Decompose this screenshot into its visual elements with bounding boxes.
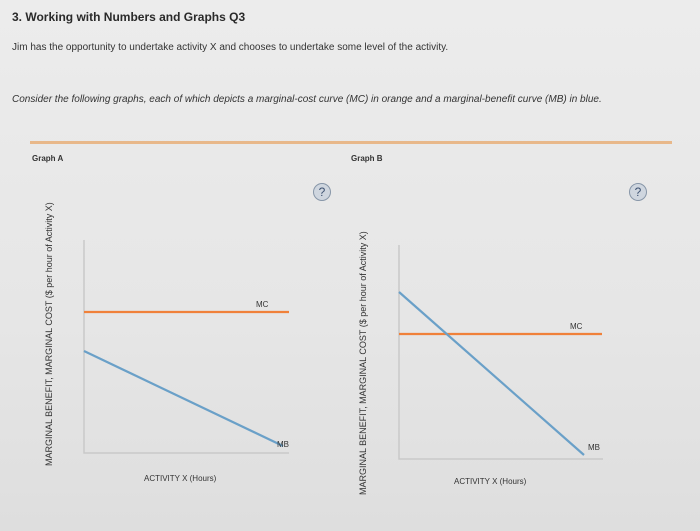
graph-a-mc-label: MC: [256, 300, 269, 309]
question-title: 3. Working with Numbers and Graphs Q3: [12, 10, 246, 24]
graph-a-mb-curve[interactable]: [83, 350, 284, 447]
question-mark-icon: ?: [634, 185, 642, 199]
question-instructions: Consider the following graphs, each of w…: [12, 94, 602, 105]
graph-a-x-axis-label: ACTIVITY X (Hours): [144, 474, 217, 483]
graph-b-mb-curve[interactable]: [398, 291, 585, 456]
graph-b-mc-label: MC: [570, 322, 583, 331]
graph-b-mb-label: MB: [588, 443, 600, 452]
graph-b-axes: [398, 245, 603, 460]
graph-a-mb-label: MB: [277, 440, 289, 449]
section-divider: [30, 141, 672, 144]
graph-a-help-button[interactable]: ?: [313, 183, 331, 201]
graph-b-x-axis-label: ACTIVITY X (Hours): [454, 477, 527, 486]
graph-a-title: Graph A: [32, 154, 64, 163]
graph-b-help-button[interactable]: ?: [629, 183, 647, 201]
graph-b-title: Graph B: [351, 154, 383, 163]
question-mark-icon: ?: [318, 185, 326, 199]
question-intro: Jim has the opportunity to undertake act…: [12, 42, 449, 53]
